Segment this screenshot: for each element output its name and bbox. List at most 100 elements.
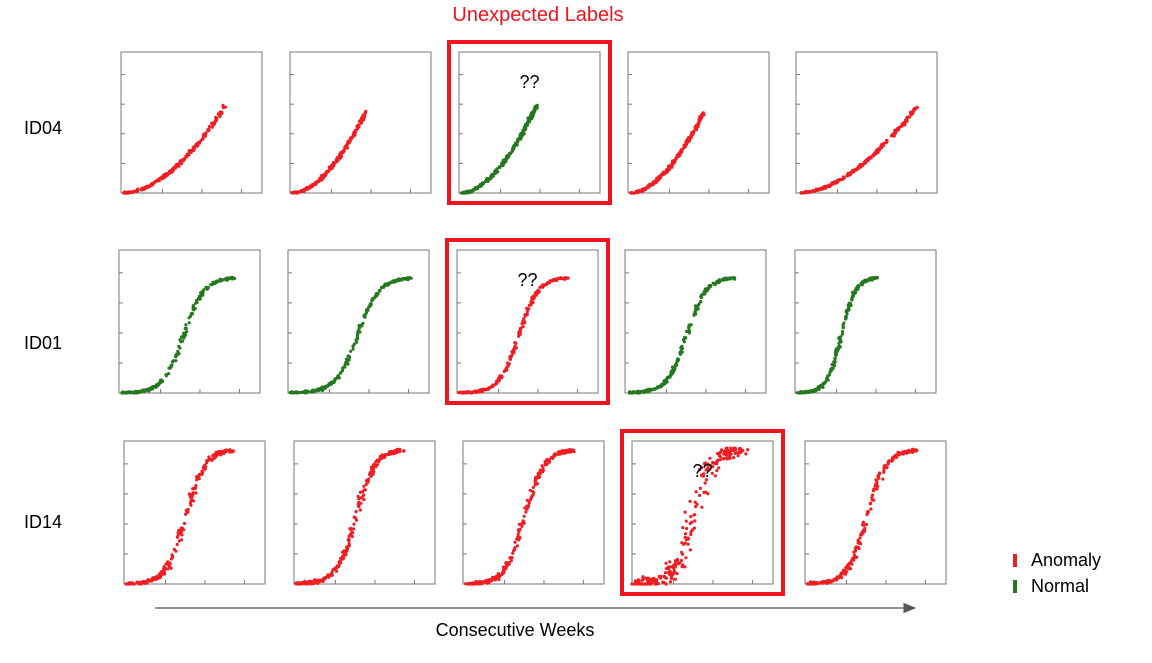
scatter-point xyxy=(710,471,714,475)
scatter-point xyxy=(814,187,818,191)
scatter-point xyxy=(689,532,693,537)
scatter-point xyxy=(871,493,875,497)
scatter-point xyxy=(694,490,698,494)
scatter-point xyxy=(911,109,916,114)
scatter-point xyxy=(223,450,228,454)
scatter-point xyxy=(512,144,516,148)
scatter-point xyxy=(202,134,206,138)
scatter-point xyxy=(704,468,708,472)
scatter-point xyxy=(473,187,477,191)
scatter-point xyxy=(332,163,336,167)
scatter-point xyxy=(362,484,366,488)
legend-swatch-normal xyxy=(1013,579,1017,593)
scatter-point xyxy=(142,581,146,585)
scatter-point xyxy=(541,466,545,470)
scatter-points xyxy=(294,447,406,586)
scatter-points xyxy=(459,103,539,195)
scatter-point xyxy=(397,449,401,453)
panel-r3-c3 xyxy=(462,440,605,586)
scatter-point xyxy=(818,385,822,389)
scatter-point xyxy=(310,390,314,394)
scatter-point xyxy=(349,527,353,532)
scatter-point xyxy=(195,478,199,482)
scatter-point xyxy=(847,301,851,305)
scatter-point xyxy=(530,116,534,121)
scatter-point xyxy=(697,122,701,126)
panel-r3-c4 xyxy=(630,440,774,586)
scatter-point xyxy=(830,181,834,185)
scatter-point xyxy=(522,521,526,525)
scatter-point xyxy=(162,569,166,573)
scatter-point xyxy=(823,186,828,190)
scatter-point xyxy=(639,390,643,394)
scatter-point xyxy=(852,292,856,296)
scatter-point xyxy=(163,572,167,576)
scatter-point xyxy=(356,124,360,128)
scatter-point xyxy=(861,163,865,167)
scatter-point xyxy=(515,143,519,147)
legend: Anomaly Normal xyxy=(1013,547,1101,599)
scatter-point xyxy=(518,137,523,141)
scatter-point xyxy=(327,169,331,173)
scatter-point xyxy=(392,279,396,283)
scatter-point xyxy=(461,391,465,395)
scatter-point xyxy=(330,570,334,574)
scatter-point xyxy=(304,391,309,395)
scatter-point xyxy=(725,456,729,460)
scatter-point xyxy=(826,378,830,382)
scatter-point xyxy=(332,380,336,384)
scatter-point xyxy=(708,456,712,460)
scatter-point xyxy=(828,370,832,374)
scatter-point xyxy=(868,501,873,505)
scatter-point xyxy=(511,551,515,555)
x-axis-label: Consecutive Weeks xyxy=(435,620,595,640)
scatter-point xyxy=(525,306,529,310)
scatter-point xyxy=(717,466,721,470)
scatter-point xyxy=(523,314,527,318)
scatter-point xyxy=(210,457,214,461)
scatter-point xyxy=(177,164,181,168)
scatter-point xyxy=(519,131,523,135)
scatter-point xyxy=(838,177,842,182)
scatter-point xyxy=(700,293,704,297)
highlight-box xyxy=(447,40,612,205)
scatter-point xyxy=(652,576,656,580)
scatter-point xyxy=(832,364,837,368)
scatter-point xyxy=(540,470,545,474)
scatter-point xyxy=(673,160,677,164)
scatter-point xyxy=(707,467,711,472)
scatter-point xyxy=(364,311,368,315)
scatter-point xyxy=(645,185,649,190)
scatter-points xyxy=(464,448,576,586)
scatter-point xyxy=(501,160,505,164)
scatter-point xyxy=(483,179,487,184)
scatter-point xyxy=(358,330,362,334)
scatter-point xyxy=(193,306,197,311)
scatter-point xyxy=(197,141,201,145)
scatter-point xyxy=(517,530,521,534)
scatter-point xyxy=(477,184,481,188)
scatter-point xyxy=(697,467,702,472)
scatter-point xyxy=(664,561,668,565)
scatter-point xyxy=(684,556,688,560)
scatter-point xyxy=(660,172,665,176)
scatter-point xyxy=(531,110,535,114)
scatter-point xyxy=(552,453,556,457)
scatter-point xyxy=(209,283,213,287)
scatter-point xyxy=(347,358,351,362)
scatter-point xyxy=(648,579,652,583)
scatter-point xyxy=(179,340,183,344)
scatter-point xyxy=(348,139,352,143)
scatter-point xyxy=(180,533,184,537)
scatter-point xyxy=(339,155,343,159)
scatter-point xyxy=(205,461,209,465)
scatter-point xyxy=(641,188,645,192)
scatter-point xyxy=(679,558,684,563)
scatter-point xyxy=(688,548,693,552)
scatter-point xyxy=(232,276,236,281)
scatter-point xyxy=(363,488,367,492)
scatter-point xyxy=(909,113,913,117)
scatter-point xyxy=(678,561,682,565)
scatter-point xyxy=(672,569,676,573)
panel-frame xyxy=(289,51,432,194)
